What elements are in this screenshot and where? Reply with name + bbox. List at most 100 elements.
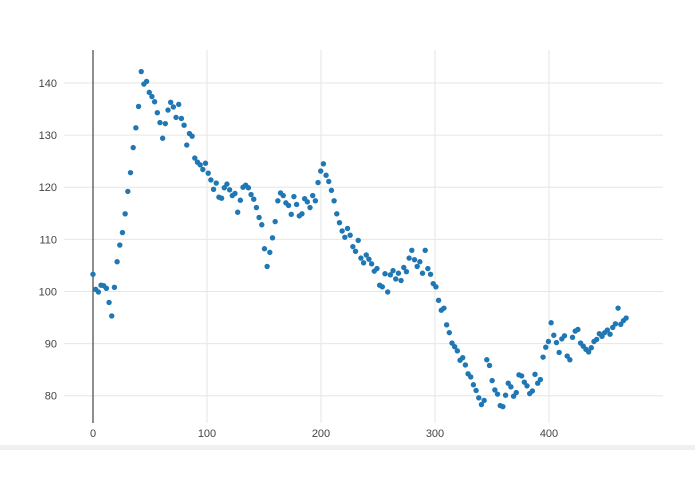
data-point xyxy=(398,277,404,284)
bottom-divider-band xyxy=(0,445,695,450)
data-point xyxy=(288,211,294,218)
data-point xyxy=(422,247,428,253)
data-point xyxy=(315,179,321,186)
data-point xyxy=(460,354,466,361)
data-point xyxy=(167,99,174,105)
data-point xyxy=(347,232,353,238)
data-point xyxy=(232,190,238,197)
data-point xyxy=(476,395,482,401)
data-point xyxy=(245,185,252,191)
data-point xyxy=(119,229,126,236)
data-point xyxy=(210,186,217,193)
data-point xyxy=(588,345,594,351)
data-point xyxy=(409,247,415,253)
data-point xyxy=(454,348,461,354)
data-point xyxy=(425,265,431,272)
y-axis-tick-labels: 80 90 100 110 120 130 140 xyxy=(39,78,57,403)
data-point xyxy=(473,387,479,394)
gridlines xyxy=(64,50,663,423)
x-tick-label: 100 xyxy=(198,428,216,440)
data-point xyxy=(481,397,487,404)
y-tick-label: 110 xyxy=(39,234,57,246)
data-point xyxy=(331,198,337,204)
data-point xyxy=(358,255,364,261)
data-point xyxy=(593,336,600,343)
data-point xyxy=(320,161,327,167)
data-points xyxy=(90,68,629,410)
data-point xyxy=(612,321,619,327)
data-point xyxy=(157,119,163,126)
data-point xyxy=(435,297,442,304)
data-point xyxy=(553,339,560,346)
data-point xyxy=(304,199,311,205)
data-point xyxy=(489,377,495,384)
data-point xyxy=(117,242,123,248)
data-point xyxy=(208,177,214,183)
y-tick-label: 120 xyxy=(39,182,57,194)
x-tick-label: 0 xyxy=(90,428,96,440)
data-point xyxy=(468,374,474,380)
y-tick-label: 90 xyxy=(45,339,57,351)
data-point xyxy=(90,271,96,277)
data-point xyxy=(114,259,120,265)
plot-area[interactable] xyxy=(64,50,663,423)
data-point xyxy=(151,99,158,105)
data-point xyxy=(406,255,412,261)
data-point xyxy=(146,89,152,96)
data-point xyxy=(234,209,241,215)
data-point xyxy=(106,299,112,306)
data-point xyxy=(607,331,613,337)
data-point xyxy=(551,332,557,338)
data-point xyxy=(384,289,391,295)
data-point xyxy=(218,195,225,201)
data-point xyxy=(178,115,185,122)
data-point xyxy=(492,387,498,393)
data-point xyxy=(604,327,611,333)
data-point xyxy=(462,362,469,368)
data-point xyxy=(344,225,351,232)
data-point xyxy=(309,192,316,199)
data-point xyxy=(524,383,530,389)
data-point xyxy=(312,198,319,204)
y-tick-label: 80 xyxy=(45,391,57,403)
data-point xyxy=(170,104,177,110)
data-point xyxy=(363,252,369,258)
data-point xyxy=(256,214,262,221)
data-point xyxy=(567,357,573,363)
data-point xyxy=(130,144,136,151)
data-point xyxy=(374,265,380,272)
data-point xyxy=(368,261,375,267)
data-point xyxy=(387,272,394,278)
data-point xyxy=(446,329,453,336)
data-point xyxy=(280,192,286,199)
x-tick-label: 400 xyxy=(540,428,558,440)
y-tick-label: 130 xyxy=(39,130,57,142)
data-point xyxy=(502,392,509,398)
data-point xyxy=(508,384,514,390)
data-point xyxy=(237,197,244,203)
data-point xyxy=(181,122,187,128)
data-point xyxy=(500,403,506,410)
data-point xyxy=(149,93,155,100)
data-point xyxy=(275,198,281,204)
data-point xyxy=(556,349,562,356)
data-point xyxy=(532,371,538,378)
data-point xyxy=(326,178,332,185)
data-point xyxy=(339,228,345,234)
data-point xyxy=(529,388,536,394)
data-point xyxy=(451,344,458,350)
data-point xyxy=(192,155,198,161)
data-point xyxy=(417,259,423,265)
data-point xyxy=(575,326,581,333)
data-point xyxy=(293,201,300,208)
data-point xyxy=(433,284,439,290)
data-point xyxy=(95,289,102,295)
data-point xyxy=(162,120,169,127)
data-point xyxy=(366,256,372,262)
data-point xyxy=(264,263,270,270)
data-point xyxy=(133,125,139,131)
data-point xyxy=(486,362,493,369)
data-point xyxy=(259,222,265,228)
data-point xyxy=(342,234,348,240)
data-point xyxy=(537,376,544,383)
